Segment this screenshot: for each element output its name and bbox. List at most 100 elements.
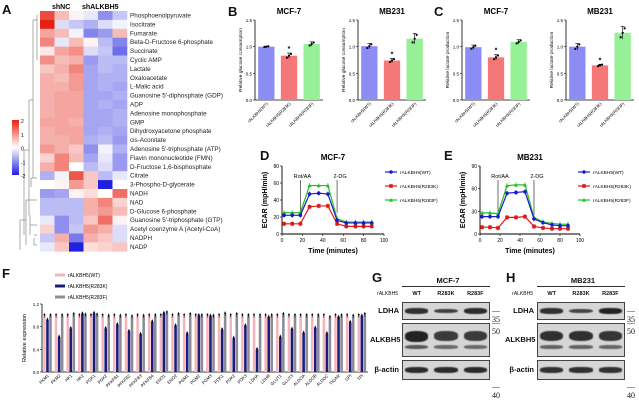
data-point: [55, 313, 57, 316]
data-point: [523, 189, 527, 194]
data-point: [290, 210, 295, 215]
bar: [174, 325, 177, 372]
x-tick-label: 40: [320, 238, 326, 244]
lane-label: R283K: [437, 291, 455, 297]
heatmap-cell: [112, 73, 128, 83]
x-tick-label: ENO1: [155, 373, 167, 385]
bar: [244, 325, 247, 372]
y-tick-label: 1.5: [349, 18, 356, 23]
bar: [465, 47, 482, 100]
blot-row-label: LDHA: [513, 306, 534, 315]
bar: [113, 315, 116, 372]
data-point: [326, 192, 330, 196]
heatmap-row-label: NADPH: [130, 235, 152, 242]
bar: [220, 329, 224, 372]
heatmap-row-label: L-Malic acid: [130, 84, 164, 91]
heatmap-row-label: Beta-D-Fructose 6-phosphate: [130, 39, 213, 46]
x-tick-label: 0: [479, 238, 482, 244]
significance-marker: *: [391, 51, 394, 58]
bar: [270, 315, 274, 372]
heatmap-cell: [40, 117, 55, 127]
heatmap-cell: [112, 153, 128, 163]
x-tick-label: rALKBH5(WT): [350, 101, 373, 124]
data-point: [299, 313, 302, 316]
data-point: [514, 182, 518, 187]
data-point: [578, 43, 581, 46]
y-tick-label: 20: [273, 215, 279, 221]
data-point: [218, 313, 220, 316]
molecular-weight-marker: —50: [492, 318, 500, 336]
y-tick-label: 0.0: [453, 98, 460, 103]
bar: [212, 315, 215, 372]
heatmap-cell: [40, 11, 55, 21]
data-point: [369, 224, 374, 229]
data-point: [361, 224, 366, 229]
heatmap-cell: [69, 224, 84, 234]
data-point: [232, 336, 235, 339]
panel-letter-e: E: [444, 148, 453, 163]
heatmap-cell: [83, 224, 99, 234]
y-tick-label: 1.0: [349, 45, 356, 50]
bar: [66, 315, 70, 372]
heatmap-cell: [112, 100, 128, 110]
data-point: [492, 58, 496, 61]
heatmap-cell: [69, 242, 84, 252]
y-tick-label: 30: [471, 209, 477, 215]
heatmap-cell: [98, 126, 113, 136]
data-point: [197, 313, 200, 316]
heatmap-cell: [112, 162, 128, 172]
data-point: [353, 221, 358, 225]
bar: [127, 331, 131, 372]
heatmap-cell: [54, 100, 70, 110]
heatmap-cell: [40, 206, 55, 216]
chart-title: MB231: [379, 7, 405, 16]
legend-marker: [582, 198, 586, 202]
legend-label: rALKBH5(WT): [68, 273, 100, 279]
data-point: [302, 331, 305, 334]
protein-band: [540, 308, 564, 314]
heatmap-cell: [83, 117, 99, 127]
data-point: [505, 183, 509, 188]
heatmap-cell: [98, 197, 113, 208]
bar: [200, 315, 204, 372]
data-point: [335, 218, 339, 223]
data-point: [259, 313, 261, 316]
bar: [363, 314, 367, 372]
data-point: [142, 314, 145, 317]
data-point: [49, 313, 52, 316]
data-point: [162, 311, 165, 314]
bar: [159, 315, 163, 372]
x-tick-label: 0: [281, 238, 284, 244]
data-point: [308, 44, 311, 47]
legend-marker: [389, 170, 393, 174]
x-axis-label: Time (minutes): [308, 248, 358, 255]
data-point: [209, 314, 212, 317]
heatmap-row-label: Phosphoenolpyruvate: [130, 13, 191, 20]
data-point: [598, 64, 602, 67]
bar: [139, 334, 142, 372]
heatmap-cell: [98, 28, 113, 38]
heatmap-cell: [69, 64, 84, 74]
heatmap-cell: [69, 153, 84, 163]
data-point: [413, 37, 416, 40]
x-tick-label: rALKBH5(R283F): [599, 101, 626, 128]
heatmap-cell: [54, 180, 70, 190]
heatmap-cell: [98, 46, 113, 56]
heatmap-cell: [54, 233, 70, 243]
chart-title: MCF-7: [484, 7, 509, 16]
heatmap-cell: [83, 180, 99, 190]
heatmap-cell: [112, 215, 128, 225]
data-point: [307, 183, 312, 188]
chart-title: MCF-7: [277, 7, 302, 16]
data-point: [159, 313, 162, 316]
heatmap-cell: [83, 64, 99, 74]
data-point: [287, 54, 291, 57]
bar: [310, 315, 314, 372]
heatmap-cell: [40, 82, 55, 92]
data-point: [46, 318, 49, 321]
molecular-weight-marker: —35: [492, 306, 500, 324]
x-tick-label: GLUT1: [269, 373, 283, 387]
data-point: [496, 54, 500, 57]
data-point: [224, 312, 227, 314]
